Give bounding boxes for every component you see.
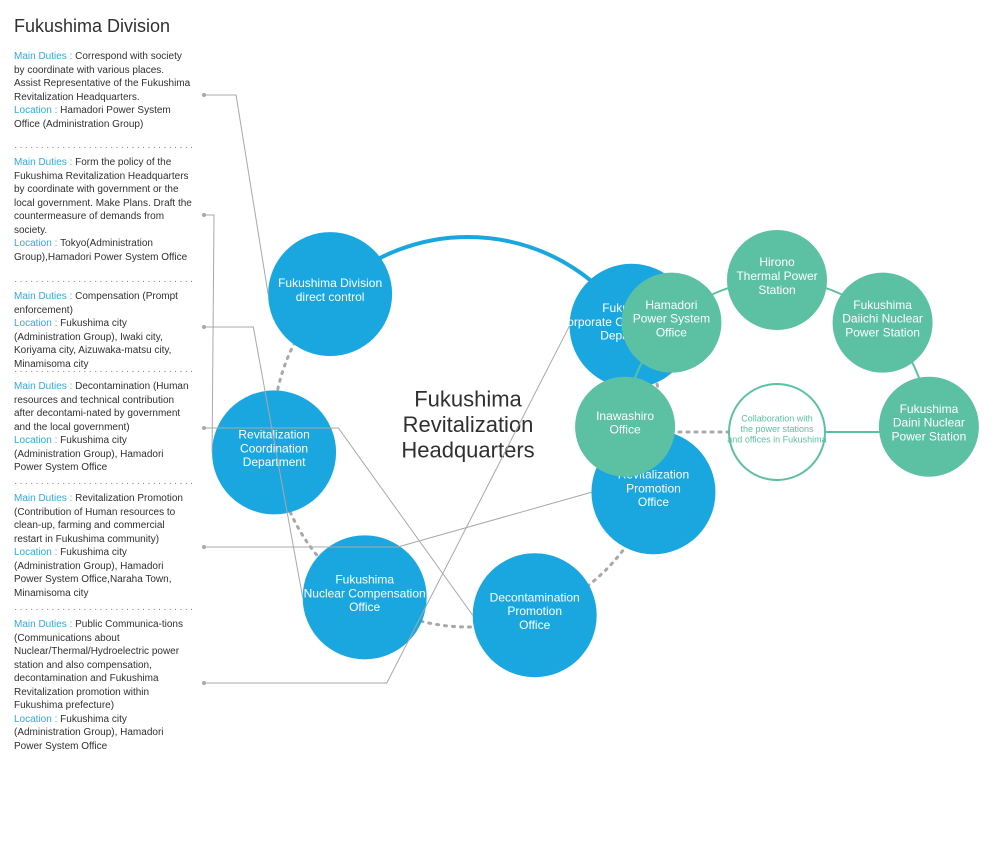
connector-dot-corp-comm [202,681,206,685]
connector-dot-coord-dept [202,213,206,217]
connector-coord-dept [204,215,214,452]
diagram-svg: FukushimaRevitalizationHeadquarters Fukus… [0,0,1000,852]
label-daini: FukushimaDaini NuclearPower Station [892,402,967,444]
label-coord-dept: RevitalizationCoordinationDepartment [238,428,309,470]
connector-dot-decon-office [202,426,206,430]
connector-dot-revit-office [202,545,206,549]
connector-dot-division-direct [202,93,206,97]
headquarters-title: FukushimaRevitalizationHeadquarters [401,387,534,463]
collab-label: Collaboration withthe power stationsand … [727,414,826,445]
label-daiichi: FukushimaDaiichi NuclearPower Station [842,298,923,340]
connector-dot-nuclear-comp [202,325,206,329]
